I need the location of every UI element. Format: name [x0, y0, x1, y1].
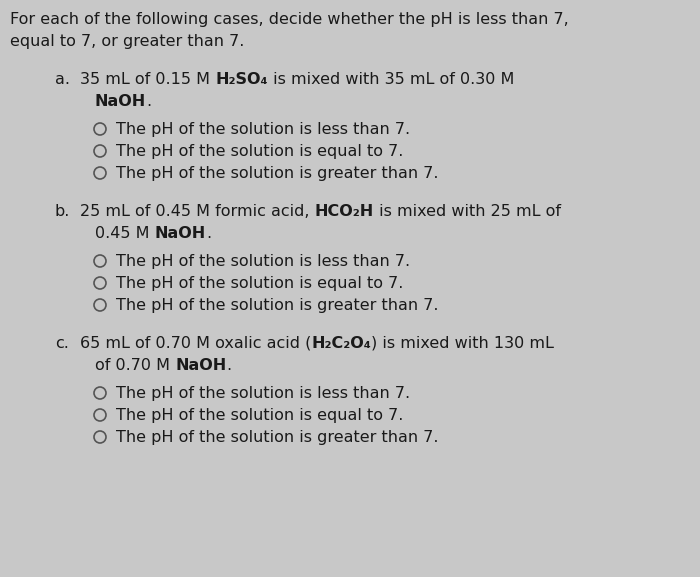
Text: The pH of the solution is less than 7.: The pH of the solution is less than 7.: [116, 122, 410, 137]
Text: 35 mL of 0.15 M: 35 mL of 0.15 M: [80, 72, 215, 87]
Text: H₂SO₄: H₂SO₄: [215, 72, 267, 87]
Text: The pH of the solution is less than 7.: The pH of the solution is less than 7.: [116, 386, 410, 401]
Text: .: .: [226, 358, 232, 373]
Text: 0.45 M: 0.45 M: [95, 226, 155, 241]
Text: 65 mL of 0.70 M oxalic acid (: 65 mL of 0.70 M oxalic acid (: [80, 336, 312, 351]
Text: of 0.70 M: of 0.70 M: [95, 358, 175, 373]
Text: The pH of the solution is less than 7.: The pH of the solution is less than 7.: [116, 254, 410, 269]
Text: NaOH: NaOH: [95, 94, 146, 109]
Text: .: .: [146, 94, 151, 109]
Text: For each of the following cases, decide whether the pH is less than 7,: For each of the following cases, decide …: [10, 12, 568, 27]
Text: H₂C₂O₄: H₂C₂O₄: [312, 336, 371, 351]
Text: The pH of the solution is equal to 7.: The pH of the solution is equal to 7.: [116, 408, 403, 423]
Text: The pH of the solution is greater than 7.: The pH of the solution is greater than 7…: [116, 298, 438, 313]
Text: .: .: [206, 226, 211, 241]
Text: The pH of the solution is greater than 7.: The pH of the solution is greater than 7…: [116, 430, 438, 445]
Text: The pH of the solution is equal to 7.: The pH of the solution is equal to 7.: [116, 276, 403, 291]
Text: is mixed with 25 mL of: is mixed with 25 mL of: [374, 204, 561, 219]
Text: equal to 7, or greater than 7.: equal to 7, or greater than 7.: [10, 34, 244, 49]
Text: 25 mL of 0.45 M formic acid,: 25 mL of 0.45 M formic acid,: [80, 204, 314, 219]
Text: ) is mixed with 130 mL: ) is mixed with 130 mL: [371, 336, 554, 351]
Text: a.: a.: [55, 72, 70, 87]
Text: c.: c.: [55, 336, 69, 351]
Text: is mixed with 35 mL of 0.30 M: is mixed with 35 mL of 0.30 M: [267, 72, 514, 87]
Text: The pH of the solution is equal to 7.: The pH of the solution is equal to 7.: [116, 144, 403, 159]
Text: b.: b.: [55, 204, 71, 219]
Text: NaOH: NaOH: [175, 358, 226, 373]
Text: HCO₂H: HCO₂H: [314, 204, 374, 219]
Text: The pH of the solution is greater than 7.: The pH of the solution is greater than 7…: [116, 166, 438, 181]
Text: NaOH: NaOH: [155, 226, 206, 241]
